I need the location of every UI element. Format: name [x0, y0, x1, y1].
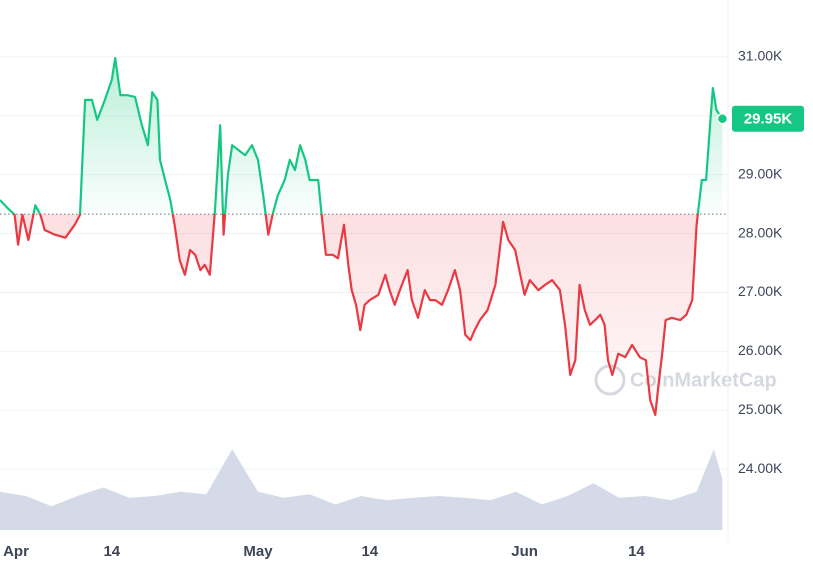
- x-tick-label: Apr: [3, 543, 29, 560]
- price-area: [0, 58, 723, 415]
- y-tick-label: 31.00K: [738, 48, 783, 64]
- watermark-text: CoinMarketCap: [630, 369, 777, 391]
- x-tick-label: 14: [361, 543, 378, 560]
- y-tick-label: 27.00K: [738, 283, 783, 299]
- y-tick-label: 26.00K: [738, 342, 783, 358]
- badge-bg: [732, 105, 804, 132]
- last-price-dot: [716, 112, 729, 125]
- x-tick-label: 14: [628, 543, 645, 560]
- price-line: [0, 57, 724, 416]
- x-tick-label: May: [243, 543, 273, 560]
- y-tick-label: 29.00K: [738, 165, 783, 181]
- badge-label: 29.95K: [744, 111, 793, 128]
- x-tick-label: 14: [103, 543, 120, 560]
- x-tick-label: Jun: [511, 543, 538, 560]
- watermark: CoinMarketCap: [594, 364, 777, 396]
- last-price-badge: 29.95K: [732, 105, 804, 132]
- y-tick-label: 25.00K: [738, 401, 783, 417]
- volume-area: [0, 449, 723, 530]
- y-tick-label: 24.00K: [738, 460, 783, 476]
- y-tick-label: 28.00K: [738, 224, 783, 240]
